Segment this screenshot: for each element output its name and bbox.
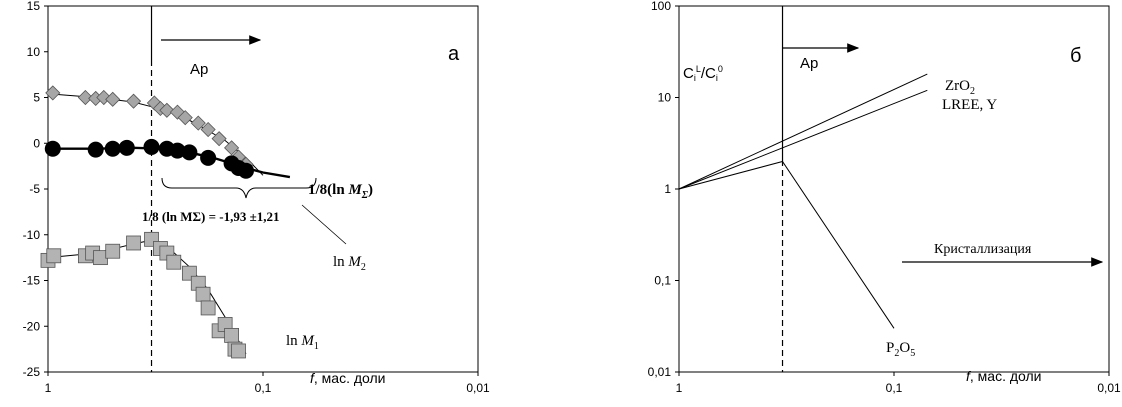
- panel-a-point-diamond: [211, 131, 227, 147]
- panel-a-point-circle: [118, 139, 135, 156]
- panel-b-ytick-label: 0,1: [654, 274, 671, 288]
- panel-a-point-diamond: [200, 121, 216, 138]
- panel-a-point-square: [195, 286, 211, 302]
- panel-a-point-square: [166, 254, 182, 270]
- panel-a-ytick-label: 5: [33, 91, 40, 105]
- panel-a-point-circle: [87, 141, 104, 158]
- panel-a-plot-area: [47, 5, 479, 373]
- panel-b-panel-label: б: [1070, 45, 1081, 67]
- panel-a-point-circle: [143, 138, 160, 155]
- panel-b-label-zro2: ZrO2: [945, 78, 975, 97]
- panel-b-ytick-label: 1: [664, 182, 671, 196]
- panel-b-ytick-label: 100: [651, 0, 671, 13]
- panel-b-crystallization-label: Кристаллизация: [934, 242, 1032, 257]
- panel-a-point-circle: [237, 162, 254, 179]
- panel-a-point-diamond: [77, 89, 93, 106]
- panel-b-xtick-label: 0,1: [886, 381, 903, 395]
- panel-a-point-circle: [44, 140, 61, 157]
- panel-a-point-diamond: [125, 93, 142, 109]
- panel-a-point-diamond: [190, 115, 206, 131]
- panel-a-label-lnM2: ln M2: [333, 254, 366, 273]
- panel-a-ytick-label: -10: [23, 228, 41, 242]
- panel-b-ytick-label: 10: [658, 91, 672, 105]
- panel-a-point-square: [224, 327, 239, 343]
- panel-a-point-diamond: [105, 91, 121, 107]
- panel-a-point-square: [46, 248, 62, 264]
- panel-a-annotation: 1/8 (ln MΣ) = -1,93 ±1,21: [142, 209, 280, 224]
- panel-a-point-diamond: [177, 110, 193, 126]
- panel-a-xtick-label: 0,1: [255, 381, 272, 395]
- panel-a-xlabel: f, мас. доли: [310, 370, 386, 386]
- panel-a-ytick-label: 15: [27, 0, 41, 13]
- panel-a-chart: 15 10 5 0 -5 -10 -15 -20 -25 1 0,1 0,01 Ap а 1/8 (…: [23, 0, 490, 395]
- panel-b-ap-label: Ap: [800, 55, 818, 72]
- panel-a-point-circle: [200, 149, 217, 166]
- panel-a-ap-label: Ap: [190, 61, 208, 78]
- panel-b-line-1: [678, 89, 928, 190]
- panel-a-xtick-label: 1: [45, 381, 52, 395]
- panel-a-point-square: [126, 235, 141, 251]
- panel-b-xtick-label: 0,01: [1097, 381, 1121, 395]
- panel-a-ytick-label: -25: [23, 365, 41, 379]
- panel-b-label-p2o5: P2O5: [886, 340, 915, 359]
- panel-a-label-lnMsum: 1/8(ln MΣ): [308, 182, 373, 201]
- panel-a-point-diamond: [224, 140, 240, 156]
- panel-a-m2-leader: [301, 204, 347, 245]
- panel-a-point-circle: [181, 144, 198, 161]
- panel-a-point-diamond: [45, 85, 61, 101]
- panel-b-line-2: [678, 160, 895, 329]
- panel-a-label-lnM1: ln M1: [286, 333, 319, 352]
- panel-a-point-square: [200, 300, 216, 316]
- panel-a-ytick-label: -15: [23, 274, 41, 288]
- panel-a-panel-label: а: [448, 43, 460, 65]
- panel-a-point-diamond: [169, 104, 186, 120]
- panel-b-line-0: [678, 73, 928, 190]
- panel-b-ytick-label: 0,01: [648, 365, 672, 379]
- panel-a-point-circle: [104, 140, 121, 157]
- panel-b-ylabel: CiL/Ci0: [683, 64, 723, 83]
- panel-a-ytick-label: -5: [29, 182, 40, 196]
- panel-b-plot-area: [678, 5, 1110, 373]
- panel-b-chart: 100 10 1 0,1 0,01 1 0,1 0,01 Ap б CiL/Ci0 ZrO2…: [648, 0, 1121, 395]
- panel-b-xlabel: f, мас. доли: [966, 368, 1042, 384]
- panel-a-point-square: [105, 243, 121, 259]
- panel-a-xtick-label: 0,01: [466, 381, 490, 395]
- panel-b-xtick-label: 1: [676, 381, 683, 395]
- panel-a-ytick-label: 0: [33, 136, 40, 150]
- panel-a-point-square: [231, 343, 246, 359]
- panel-a-ytick-label: -20: [23, 319, 41, 333]
- panel-a-bracket: [161, 177, 317, 199]
- panel-a-ytick-label: 10: [27, 45, 41, 59]
- panel-b-label-lree: LREE, Y: [942, 97, 997, 113]
- panel-a-point-diamond: [159, 102, 175, 118]
- panel-a-point-circle: [169, 142, 186, 159]
